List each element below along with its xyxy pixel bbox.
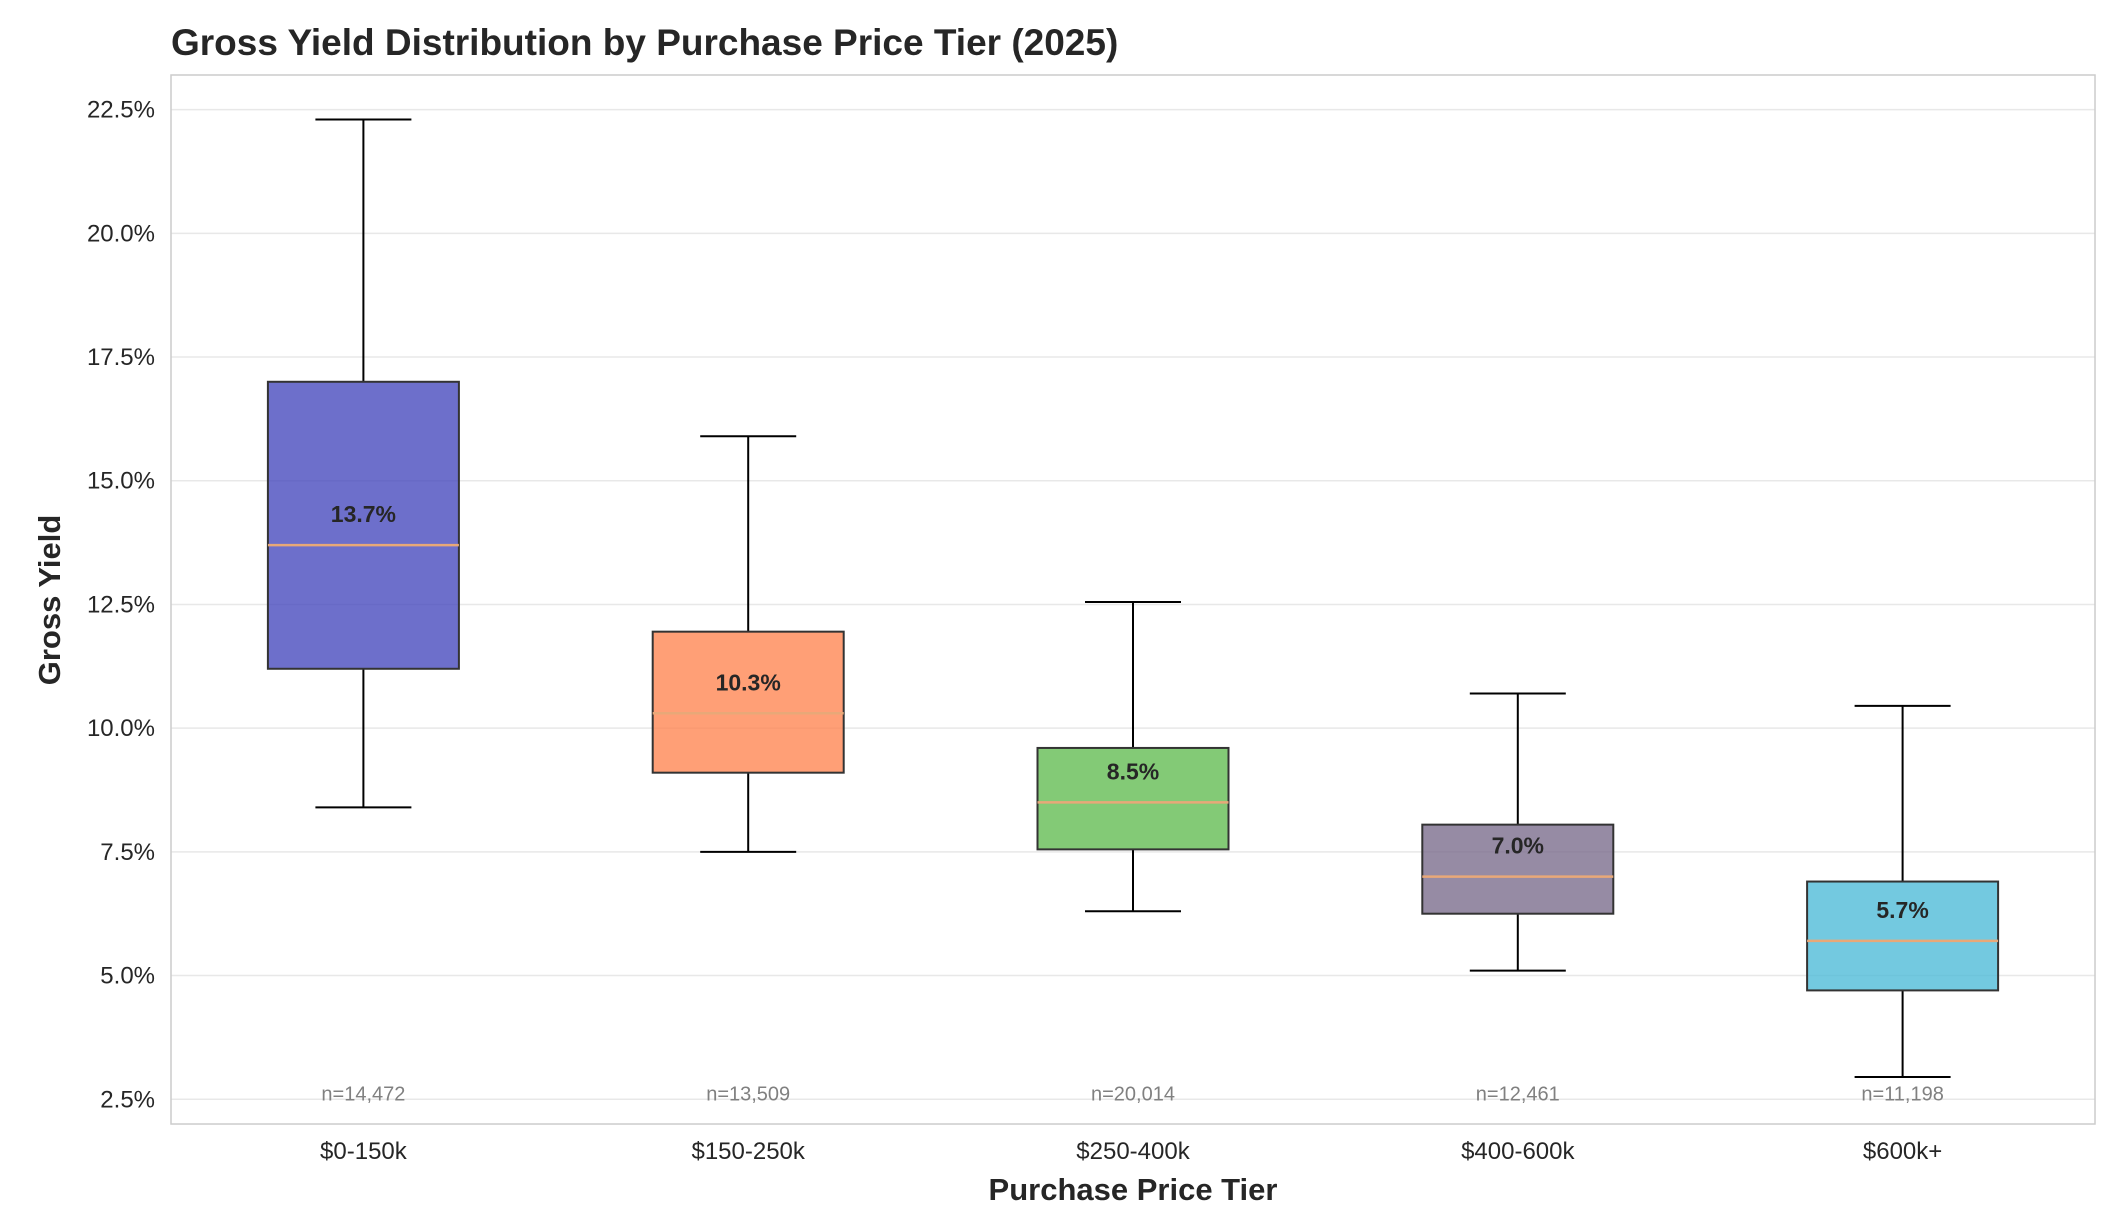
median-label: 5.7%	[1876, 897, 1928, 923]
x-tick-label: $400-600k	[1461, 1138, 1575, 1165]
iqr-box	[651, 630, 845, 774]
y-tick-label: 10.0%	[87, 715, 155, 742]
median-label: 10.3%	[716, 669, 781, 695]
y-tick-label: 20.0%	[87, 220, 155, 247]
y-tick-label: 12.5%	[87, 591, 155, 618]
box-plot: 8.5% n=20,014	[1036, 600, 1230, 1105]
median-label: 7.0%	[1492, 833, 1544, 859]
chart-title: Gross Yield Distribution by Purchase Pri…	[171, 22, 1119, 63]
y-tick-label: 5.0%	[100, 963, 155, 990]
y-tick-label: 17.5%	[87, 344, 155, 371]
iqr-box	[1806, 880, 2000, 992]
box-plot: 5.7% n=11,198	[1806, 704, 2000, 1105]
x-tick-label: $250-400k	[1076, 1138, 1190, 1165]
y-tick-label: 2.5%	[100, 1086, 155, 1113]
sample-size-label: n=13,509	[706, 1083, 790, 1105]
x-axis-title: Purchase Price Tier	[989, 1172, 1278, 1207]
sample-size-label: n=20,014	[1091, 1083, 1175, 1105]
boxes: 13.7% n=14,472 10.3% n=13,509 8.5% n=20,014 7.…	[266, 118, 2000, 1105]
iqr-box	[1036, 746, 1230, 851]
sample-size-label: n=14,472	[321, 1083, 405, 1105]
y-tick-label: 15.0%	[87, 468, 155, 495]
box-plot: 7.0% n=12,461	[1421, 692, 1615, 1105]
box-plot: 13.7% n=14,472	[266, 118, 460, 1105]
x-tick-label: $150-250k	[691, 1138, 805, 1165]
median-label: 8.5%	[1107, 758, 1159, 784]
iqr-box	[266, 380, 460, 670]
sample-size-label: n=11,198	[1861, 1083, 1944, 1105]
iqr-box	[1421, 823, 1615, 915]
y-tick-label: 22.5%	[87, 97, 155, 124]
box-plot: 10.3% n=13,509	[651, 435, 845, 1105]
sample-size-label: n=12,461	[1476, 1083, 1560, 1105]
y-tick-label: 7.5%	[100, 839, 155, 866]
x-axis-ticks: $0-150k $150-250k $250-400k $400-600k $600k+	[320, 1138, 1942, 1165]
y-axis-ticks: 2.5% 5.0% 7.5% 10.0% 12.5% 15.0% 17.5% 20.0% 22.…	[87, 97, 155, 1114]
plot-frame	[170, 74, 2096, 1125]
x-tick-label: $600k+	[1863, 1138, 1942, 1165]
y-axis-title: Gross Yield	[32, 515, 67, 686]
x-tick-label: $0-150k	[320, 1138, 408, 1165]
median-label: 13.7%	[331, 501, 396, 527]
